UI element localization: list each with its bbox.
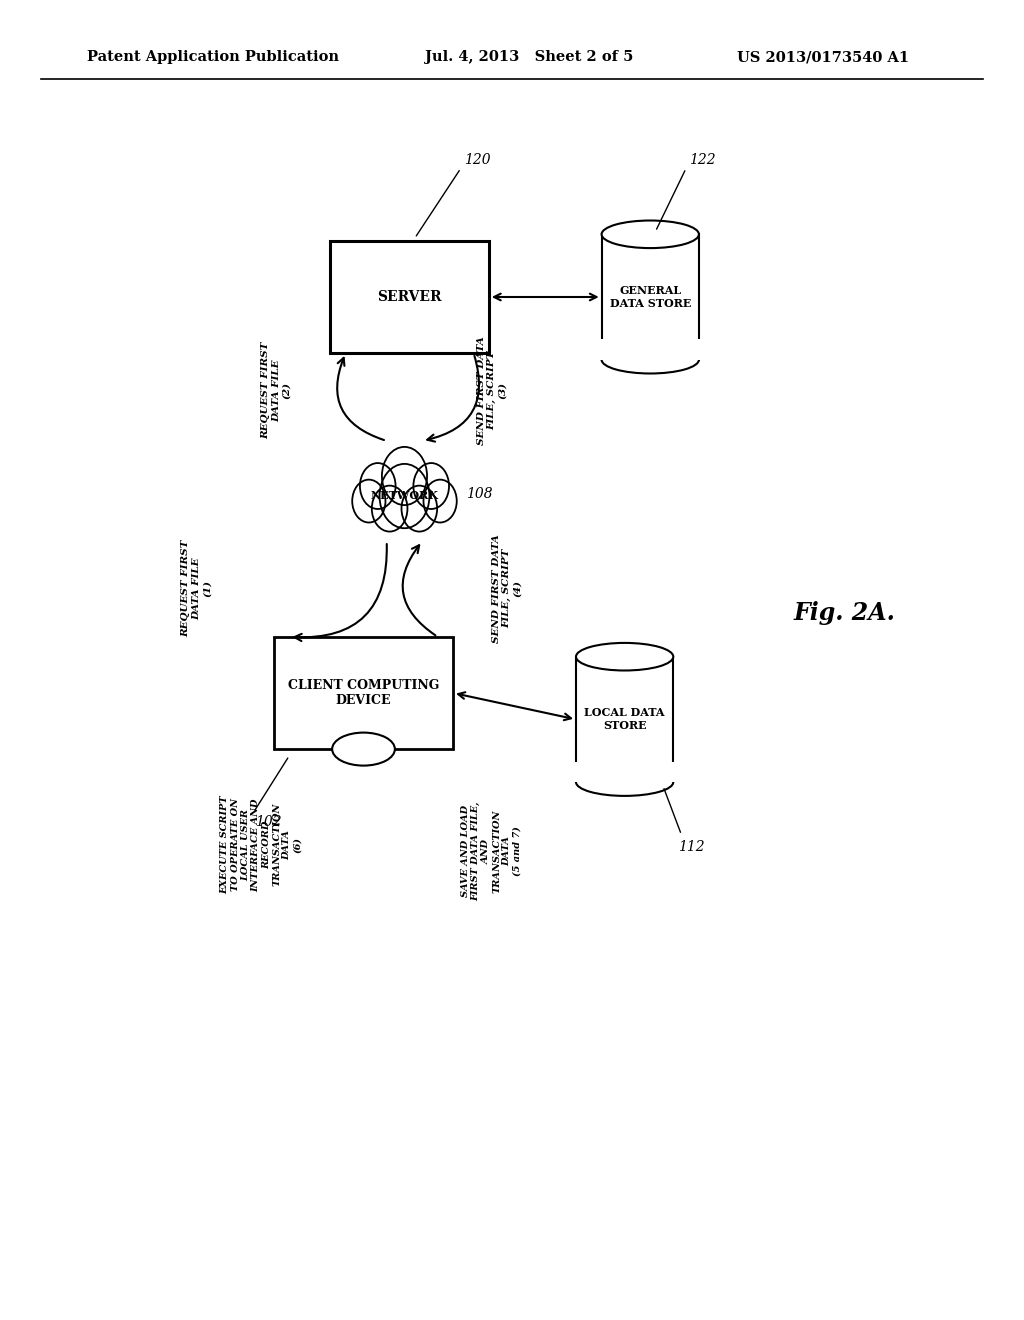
Text: SERVER: SERVER [378, 290, 441, 304]
Text: EXECUTE SCRIPT
TO OPERATE ON
LOCAL USER
INTERFACE AND
RECORD
TRANSACTION
DATA
(6: EXECUTE SCRIPT TO OPERATE ON LOCAL USER … [220, 796, 302, 894]
Bar [596, 339, 705, 359]
Text: Fig. 2A.: Fig. 2A. [794, 602, 895, 626]
Text: 112: 112 [678, 840, 706, 854]
Text: REQUEST FIRST
DATA FILE
(2): REQUEST FIRST DATA FILE (2) [261, 342, 292, 440]
Text: CLIENT COMPUTING
DEVICE: CLIENT COMPUTING DEVICE [288, 678, 439, 708]
Text: LOCAL DATA
STORE: LOCAL DATA STORE [585, 708, 665, 731]
Bar [571, 762, 678, 781]
Circle shape [372, 486, 408, 532]
Text: SEND FIRST DATA
FILE, SCRIPT
(3): SEND FIRST DATA FILE, SCRIPT (3) [476, 337, 507, 445]
Text: Jul. 4, 2013   Sheet 2 of 5: Jul. 4, 2013 Sheet 2 of 5 [425, 50, 633, 65]
Bar [575, 656, 674, 781]
Circle shape [352, 479, 385, 523]
Text: 108: 108 [466, 487, 493, 500]
Circle shape [382, 447, 427, 506]
Text: REQUEST FIRST
DATA FILE
(1): REQUEST FIRST DATA FILE (1) [181, 540, 212, 638]
Bar [273, 638, 453, 750]
Ellipse shape [575, 643, 674, 671]
Circle shape [360, 463, 395, 510]
Text: SEND FIRST DATA
FILE, SCRIPT
(4): SEND FIRST DATA FILE, SCRIPT (4) [492, 535, 522, 643]
Ellipse shape [602, 220, 698, 248]
Circle shape [424, 479, 457, 523]
Circle shape [380, 463, 429, 528]
Text: NETWORK: NETWORK [371, 490, 438, 500]
Ellipse shape [602, 346, 698, 374]
Ellipse shape [575, 768, 674, 796]
Text: 120: 120 [464, 153, 490, 168]
Text: SAVE AND LOAD
FIRST DATA FILE,
AND
TRANSACTION
DATA
(5 and 7): SAVE AND LOAD FIRST DATA FILE, AND TRANS… [461, 801, 522, 902]
Bar [602, 235, 698, 359]
Text: US 2013/0173540 A1: US 2013/0173540 A1 [737, 50, 909, 65]
Circle shape [414, 463, 449, 510]
Ellipse shape [332, 733, 395, 766]
Text: GENERAL
DATA STORE: GENERAL DATA STORE [609, 285, 691, 309]
Text: Patent Application Publication: Patent Application Publication [87, 50, 339, 65]
Circle shape [401, 486, 437, 532]
Text: 122: 122 [689, 153, 716, 168]
Text: 102: 102 [255, 814, 283, 829]
Bar [330, 240, 489, 352]
